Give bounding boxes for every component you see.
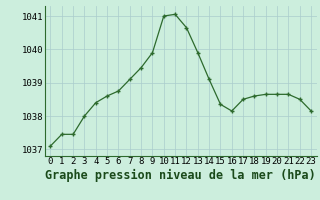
X-axis label: Graphe pression niveau de la mer (hPa): Graphe pression niveau de la mer (hPa) (45, 169, 316, 182)
